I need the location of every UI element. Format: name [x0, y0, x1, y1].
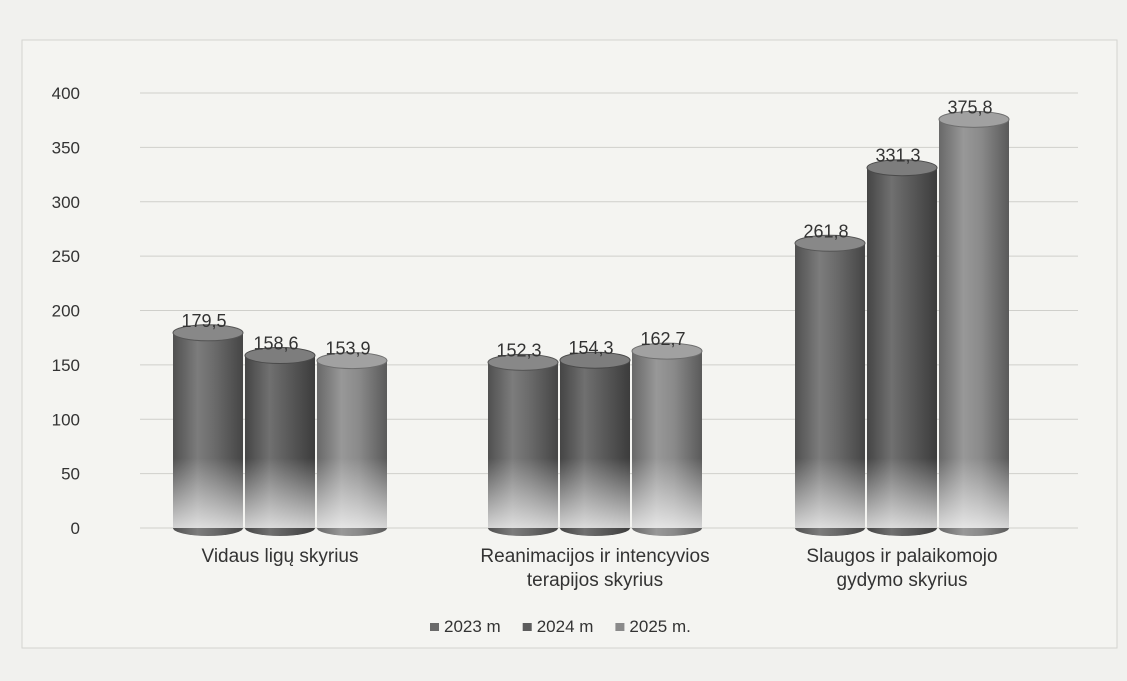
y-tick-label: 300	[52, 193, 80, 212]
category-label: Slaugos ir palaikomojo gydymo skyrius	[806, 546, 997, 591]
bar	[316, 352, 388, 536]
data-label: 158,6	[253, 334, 298, 354]
legend-swatch	[522, 623, 532, 631]
data-labels: 179,5 158,6 153,9 152,3 154,3 162,7 261,8 331,3…	[181, 97, 992, 360]
legend-label: 2024 m	[537, 617, 594, 636]
data-label: 152,3	[496, 340, 541, 360]
y-tick-label: 250	[52, 247, 80, 266]
legend-swatch	[430, 623, 439, 631]
bar	[938, 110, 1010, 536]
data-label: 261,8	[803, 221, 848, 241]
legend-item: 2023 m	[430, 617, 501, 636]
y-tick-label: 350	[52, 138, 80, 157]
y-tick-label: 0	[71, 519, 80, 538]
data-label: 179,5	[181, 311, 226, 331]
legend-item: 2024 m	[522, 617, 594, 636]
bar	[559, 351, 631, 536]
bars	[172, 110, 1010, 537]
legend-item: 2025 m.	[615, 617, 691, 636]
y-tick-label: 200	[52, 302, 80, 321]
bar	[487, 353, 559, 536]
y-tick-label: 400	[52, 84, 80, 103]
x-axis: Vidaus ligų skyrius Reanimacijos ir inten…	[201, 546, 997, 591]
legend-swatch	[615, 623, 625, 631]
bar	[172, 324, 244, 536]
data-label: 375,8	[947, 97, 992, 117]
bar	[794, 234, 866, 537]
category-label: Vidaus ligų skyrius	[201, 546, 358, 567]
y-tick-label: 50	[61, 465, 80, 484]
data-label: 153,9	[325, 339, 370, 359]
bar	[631, 342, 703, 536]
legend-label: 2023 m	[444, 617, 501, 636]
data-label: 162,7	[640, 329, 685, 349]
data-label: 331,3	[875, 146, 920, 166]
legend: 2023 m 2024 m 2025 m.	[430, 617, 691, 636]
y-tick-label: 100	[52, 410, 80, 429]
category-label: Reanimacijos ir intencyvios terapijos sky…	[480, 546, 709, 591]
y-tick-label: 150	[52, 356, 80, 375]
y-axis: 0 50 100 150 200 250 300 350 400	[52, 84, 80, 538]
legend-label: 2025 m.	[629, 617, 690, 636]
bar	[244, 347, 316, 536]
bar	[866, 159, 938, 536]
data-label: 154,3	[568, 338, 613, 358]
